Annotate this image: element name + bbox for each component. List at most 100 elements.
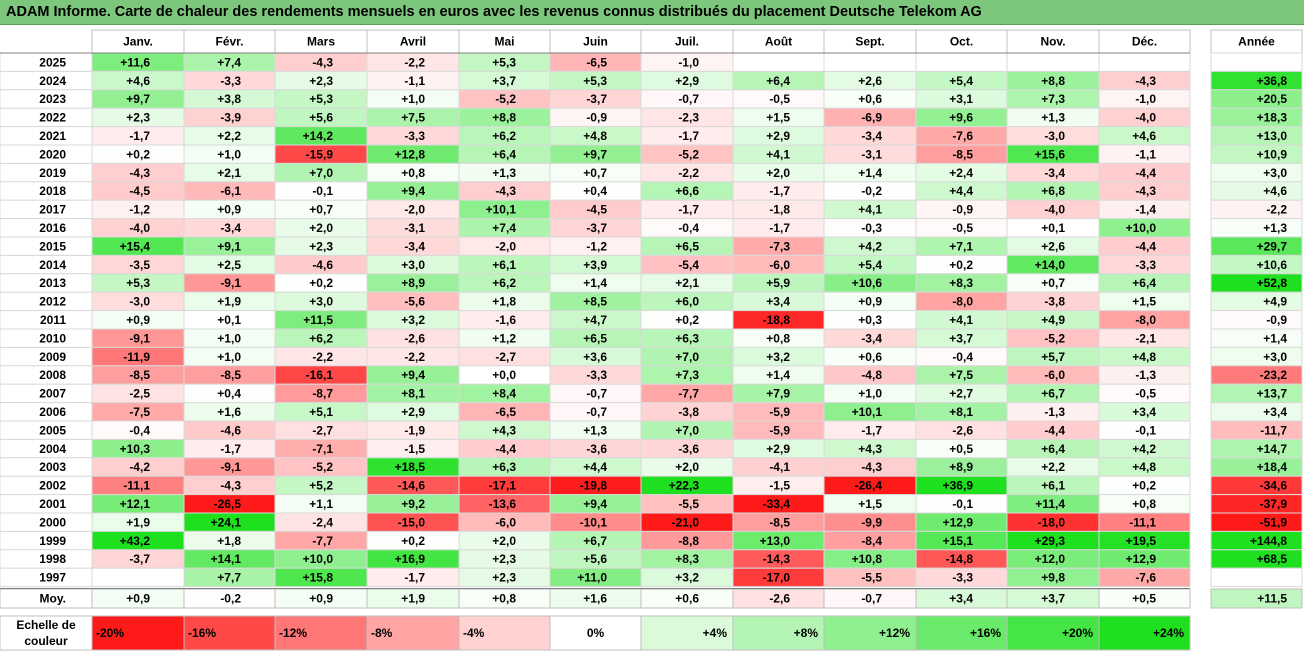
- heatmap-value: -4,8: [861, 368, 882, 382]
- year-label: 2023: [39, 92, 66, 106]
- scale-value: +12%: [879, 626, 910, 640]
- heatmap-value: +1,3: [583, 423, 607, 437]
- scale-label-cell: [0, 615, 93, 651]
- scale-value: 0%: [587, 626, 605, 640]
- heatmap-value: +7,5: [949, 368, 973, 382]
- heatmap-value: -1,3: [1044, 405, 1065, 419]
- heatmap-cell: [1098, 567, 1191, 588]
- heatmap-value: -2,1: [1135, 331, 1156, 345]
- heatmap-value: +15,1: [943, 534, 974, 548]
- heatmap-value: -2,3: [678, 111, 699, 125]
- heatmap-value: +1,0: [217, 147, 241, 161]
- heatmap-value: -1,3: [1135, 368, 1156, 382]
- year-label: 2012: [39, 295, 66, 309]
- heatmap-value: -5,2: [495, 92, 516, 106]
- heatmap-value: +0,6: [858, 350, 882, 364]
- heatmap-value: -2,6: [952, 423, 973, 437]
- heatmap-value: +0,2: [401, 534, 425, 548]
- scale-value: +16%: [970, 626, 1001, 640]
- heatmap-value: +7,3: [1041, 92, 1065, 106]
- heatmap-value: -5,4: [678, 258, 699, 272]
- scale-swatch: [732, 615, 825, 651]
- heatmap-value: -6,1: [220, 184, 241, 198]
- heatmap-value: +5,3: [583, 74, 607, 88]
- month-header: Avril: [400, 35, 426, 49]
- heatmap-value: -0,9: [586, 111, 607, 125]
- heatmap-value: +11,0: [577, 571, 607, 585]
- heatmap-value: +7,0: [309, 166, 333, 180]
- month-header: Févr.: [215, 35, 243, 49]
- heatmap-value: -1,0: [678, 55, 699, 69]
- annual-cell: [1210, 512, 1303, 532]
- heatmap-value: +8,9: [401, 276, 425, 290]
- month-header: Oct.: [950, 35, 973, 49]
- heatmap-value: -4,4: [495, 442, 516, 456]
- heatmap-value: -5,2: [678, 147, 699, 161]
- annual-value: +18,4: [1257, 460, 1288, 474]
- heatmap-value: -7,7: [312, 534, 333, 548]
- average-value: +1,6: [583, 592, 607, 606]
- heatmap-value: +6,1: [492, 258, 516, 272]
- heatmap-value: +2,3: [126, 111, 150, 125]
- heatmap-value: -18,8: [763, 313, 791, 327]
- heatmap-value: -0,1: [952, 497, 973, 511]
- heatmap-value: +5,3: [309, 92, 333, 106]
- heatmap-value: +1,4: [766, 368, 790, 382]
- month-header: Mars: [307, 35, 335, 49]
- heatmap-value: -3,4: [861, 129, 882, 143]
- heatmap-value: +3,4: [1132, 405, 1156, 419]
- year-label: 2008: [39, 368, 66, 382]
- heatmap-value: +10,0: [303, 552, 334, 566]
- heatmap-value: -16,1: [306, 368, 334, 382]
- heatmap-value: -11,1: [123, 479, 150, 493]
- heatmap-value: +1,0: [217, 331, 241, 345]
- heatmap-value: +1,5: [766, 111, 790, 125]
- heatmap-value: +6,5: [583, 331, 607, 345]
- heatmap-value: +2,6: [858, 74, 882, 88]
- heatmap-value: -8,0: [952, 295, 973, 309]
- scale-swatch: [458, 615, 551, 651]
- heatmap-value: +18,5: [395, 460, 426, 474]
- heatmap-value: -3,3: [952, 571, 973, 585]
- average-value: +0,9: [309, 592, 333, 606]
- annual-value: -0,9: [1266, 313, 1287, 327]
- heatmap-value: +8,1: [401, 387, 425, 401]
- heatmap-value: +0,5: [949, 442, 973, 456]
- heatmap-value: -8,8: [678, 534, 699, 548]
- heatmap-value: +2,9: [766, 442, 790, 456]
- heatmap-value: +22,3: [669, 479, 700, 493]
- heatmap-value: -2,7: [495, 350, 516, 364]
- year-label: 2013: [39, 276, 66, 290]
- annual-value: +144,8: [1250, 534, 1287, 548]
- heatmap-value: -1,8: [769, 203, 790, 217]
- heatmap-value: +2,5: [217, 258, 241, 272]
- scale-value: -4%: [463, 626, 485, 640]
- heatmap-value: +0,2: [309, 276, 333, 290]
- average-value: +0,5: [1132, 592, 1156, 606]
- heatmap-value: +0,1: [217, 313, 241, 327]
- annual-value: +18,3: [1257, 111, 1288, 125]
- heatmap-value: +0,8: [401, 166, 425, 180]
- heatmap-value: +1,3: [1041, 111, 1065, 125]
- heatmap-value: +7,4: [492, 221, 516, 235]
- annual-cell: [1210, 162, 1303, 183]
- heatmap-value: -8,5: [952, 147, 973, 161]
- scale-value: +8%: [794, 626, 819, 640]
- scale-swatch: [823, 615, 917, 651]
- annual-cell: [1210, 365, 1303, 385]
- annual-cell: [1210, 199, 1303, 220]
- heatmap-value: -0,7: [586, 387, 607, 401]
- heatmap-value: +6,7: [583, 534, 607, 548]
- heatmap-value: -1,0: [1135, 92, 1156, 106]
- heatmap-value: +2,3: [492, 552, 516, 566]
- heatmap-value: +15,6: [1035, 147, 1066, 161]
- heatmap-value: +0,7: [1041, 276, 1065, 290]
- heatmap-value: -0,5: [952, 221, 973, 235]
- heatmap-value: +1,5: [858, 497, 882, 511]
- heatmap-value: +4,1: [949, 313, 973, 327]
- year-label: 2016: [39, 221, 66, 235]
- annual-value: +20,5: [1257, 92, 1288, 106]
- heatmap-value: -3,4: [404, 239, 425, 253]
- heatmap-value: +2,9: [766, 129, 790, 143]
- heatmap-value: +0,2: [126, 147, 150, 161]
